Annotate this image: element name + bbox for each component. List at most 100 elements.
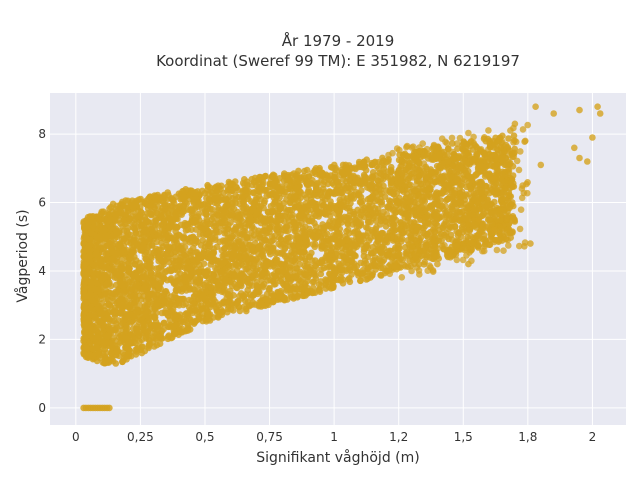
scatter-point	[82, 224, 89, 231]
scatter-point	[360, 158, 368, 165]
scatter-point	[80, 337, 87, 345]
scatter-point	[511, 217, 518, 224]
scatter-point	[201, 189, 209, 197]
scatter-point	[192, 306, 200, 314]
scatter-point	[234, 299, 241, 306]
scatter-point	[243, 209, 251, 216]
scatter-point	[153, 265, 160, 272]
scatter-point	[222, 195, 230, 202]
scatter-point	[422, 219, 429, 227]
scatter-point	[262, 172, 269, 180]
scatter-point	[195, 295, 203, 303]
scatter-point	[123, 227, 131, 235]
scatter-point	[224, 202, 232, 209]
scatter-point	[327, 273, 335, 281]
scatter-point	[167, 293, 175, 300]
scatter-point	[115, 352, 123, 360]
scatter-point	[379, 230, 387, 237]
scatter-point	[188, 271, 195, 278]
scatter-point	[343, 236, 350, 243]
scatter-point	[491, 198, 498, 206]
scatter-point	[103, 349, 110, 357]
scatter-point	[301, 262, 309, 270]
scatter-point	[136, 264, 143, 272]
scatter-point	[383, 158, 390, 166]
scatter-point	[169, 306, 177, 313]
scatter-point	[236, 200, 243, 208]
scatter-point	[153, 209, 160, 217]
scatter-point	[334, 178, 342, 186]
scatter-point	[328, 225, 335, 232]
scatter-point	[148, 269, 155, 277]
scatter-point	[266, 285, 273, 293]
scatter-point	[229, 250, 237, 258]
scatter-point	[180, 284, 188, 292]
scatter-point	[232, 216, 240, 223]
scatter-point	[271, 175, 279, 182]
scatter-point	[170, 260, 178, 267]
scatter-point	[187, 249, 194, 257]
scatter-point	[382, 223, 390, 230]
scatter-point	[216, 223, 223, 230]
scatter-point	[188, 226, 195, 233]
scatter-point	[194, 268, 202, 276]
scatter-point	[510, 132, 518, 139]
scatter-point	[481, 164, 489, 171]
scatter-point	[368, 186, 376, 194]
scatter-point	[300, 230, 308, 238]
scatter-point	[336, 230, 344, 237]
scatter-point	[184, 320, 191, 328]
scatter-point	[230, 227, 238, 234]
scatter-point	[323, 230, 331, 237]
scatter-point	[162, 251, 170, 259]
scatter-point	[153, 238, 160, 246]
scatter-point	[130, 242, 138, 249]
scatter-point	[193, 290, 200, 298]
scatter-point	[231, 256, 238, 263]
scatter-point	[280, 250, 287, 258]
scatter-point	[358, 163, 365, 171]
scatter-point	[238, 240, 245, 247]
scatter-point	[306, 263, 314, 271]
scatter-point	[375, 186, 383, 193]
scatter-point	[362, 245, 369, 252]
scatter-point	[379, 264, 387, 272]
scatter-point	[281, 294, 289, 302]
scatter-point	[225, 263, 233, 270]
scatter-point	[367, 274, 374, 281]
scatter-point	[475, 242, 482, 249]
scatter-point	[461, 166, 469, 174]
scatter-point	[248, 301, 256, 309]
scatter-point	[454, 145, 461, 152]
scatter-point	[152, 227, 159, 235]
scatter-point	[309, 289, 317, 296]
scatter-point	[231, 280, 238, 288]
scatter-point	[347, 257, 355, 264]
scatter-point	[216, 238, 223, 246]
scatter-point	[168, 267, 175, 274]
scatter-point	[92, 279, 100, 287]
scatter-point	[116, 296, 124, 304]
scatter-point	[161, 319, 168, 327]
scatter-point	[437, 230, 445, 238]
scatter-point	[147, 294, 154, 302]
scatter-point	[303, 166, 311, 174]
scatter-point	[327, 198, 334, 205]
scatter-point	[249, 264, 257, 272]
scatter-point	[296, 255, 303, 262]
scatter-point	[151, 322, 159, 330]
scatter-point	[183, 265, 191, 272]
scatter-point	[292, 265, 300, 272]
scatter-point	[220, 210, 228, 217]
scatter-point	[155, 246, 163, 253]
scatter-point	[258, 270, 266, 277]
scatter-point	[142, 255, 150, 262]
scatter-point	[97, 285, 105, 293]
scatter-point	[444, 195, 452, 203]
scatter-point	[86, 268, 93, 276]
scatter-point	[359, 269, 367, 277]
scatter-point	[261, 197, 269, 205]
scatter-point	[499, 153, 506, 161]
scatter-point	[86, 236, 94, 244]
scatter-point	[157, 251, 164, 259]
